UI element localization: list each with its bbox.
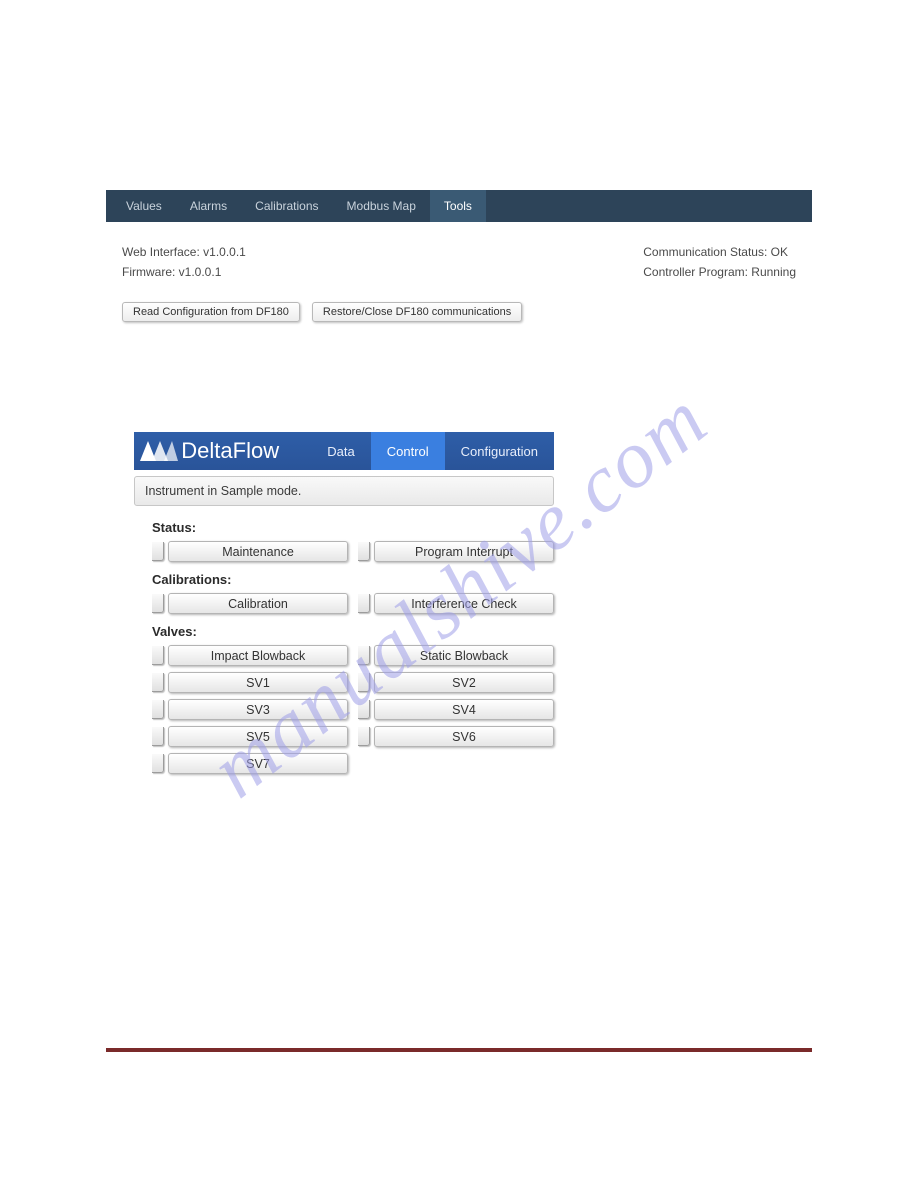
action-row: Read Configuration from DF180 Restore/Cl… bbox=[106, 302, 812, 322]
info-row: Web Interface: v1.0.0.1 Firmware: v1.0.0… bbox=[106, 242, 812, 282]
restore-close-button[interactable]: Restore/Close DF180 communications bbox=[312, 302, 522, 322]
sv4-button[interactable]: SV4 bbox=[374, 699, 554, 720]
section-status: Status: Maintenance Program Interrupt bbox=[134, 520, 554, 562]
sv6-button[interactable]: SV6 bbox=[374, 726, 554, 747]
firmware-version: Firmware: v1.0.0.1 bbox=[122, 262, 246, 282]
section-valves-title: Valves: bbox=[152, 624, 554, 639]
controller-program-status: Controller Program: Running bbox=[643, 262, 796, 282]
nav-calibrations[interactable]: Calibrations bbox=[241, 190, 332, 222]
indicator bbox=[152, 542, 164, 561]
sv3-button[interactable]: SV3 bbox=[168, 699, 348, 720]
communication-status: Communication Status: OK bbox=[643, 242, 796, 262]
indicator bbox=[358, 542, 370, 561]
indicator bbox=[358, 727, 370, 746]
sv7-button[interactable]: SV7 bbox=[168, 753, 348, 774]
indicator bbox=[358, 646, 370, 665]
nav-modbus-map[interactable]: Modbus Map bbox=[333, 190, 430, 222]
impact-blowback-button[interactable]: Impact Blowback bbox=[168, 645, 348, 666]
sv1-button[interactable]: SV1 bbox=[168, 672, 348, 693]
indicator bbox=[152, 594, 164, 613]
sv5-button[interactable]: SV5 bbox=[168, 726, 348, 747]
deltaflow-header: DeltaFlow Data Control Configuration bbox=[134, 432, 554, 470]
logo-icon bbox=[134, 432, 181, 470]
indicator bbox=[152, 700, 164, 719]
top-nav-bar: Values Alarms Calibrations Modbus Map To… bbox=[106, 190, 812, 222]
tab-control[interactable]: Control bbox=[371, 432, 445, 470]
indicator bbox=[358, 594, 370, 613]
section-calibrations-title: Calibrations: bbox=[152, 572, 554, 587]
static-blowback-button[interactable]: Static Blowback bbox=[374, 645, 554, 666]
interference-check-button[interactable]: Interference Check bbox=[374, 593, 554, 614]
tab-configuration[interactable]: Configuration bbox=[445, 432, 554, 470]
indicator bbox=[152, 673, 164, 692]
read-configuration-button[interactable]: Read Configuration from DF180 bbox=[122, 302, 300, 322]
indicator bbox=[358, 673, 370, 692]
maintenance-button[interactable]: Maintenance bbox=[168, 541, 348, 562]
calibration-button[interactable]: Calibration bbox=[168, 593, 348, 614]
indicator bbox=[358, 700, 370, 719]
web-interface-version: Web Interface: v1.0.0.1 bbox=[122, 242, 246, 262]
brand-title: DeltaFlow bbox=[181, 432, 311, 470]
indicator bbox=[152, 754, 164, 773]
program-interrupt-button[interactable]: Program Interrupt bbox=[374, 541, 554, 562]
tab-set: Data Control Configuration bbox=[311, 432, 554, 470]
deltaflow-panel: DeltaFlow Data Control Configuration Ins… bbox=[134, 432, 554, 774]
nav-alarms[interactable]: Alarms bbox=[176, 190, 241, 222]
section-status-title: Status: bbox=[152, 520, 554, 535]
nav-tools[interactable]: Tools bbox=[430, 190, 486, 222]
indicator bbox=[152, 727, 164, 746]
section-calibrations: Calibrations: Calibration Interference C… bbox=[134, 572, 554, 614]
instrument-status: Instrument in Sample mode. bbox=[134, 476, 554, 506]
sv2-button[interactable]: SV2 bbox=[374, 672, 554, 693]
footer-rule bbox=[106, 1048, 812, 1052]
tab-data[interactable]: Data bbox=[311, 432, 370, 470]
nav-values[interactable]: Values bbox=[112, 190, 176, 222]
indicator bbox=[152, 646, 164, 665]
section-valves: Valves: Impact Blowback Static Blowback … bbox=[134, 624, 554, 774]
tools-panel: Values Alarms Calibrations Modbus Map To… bbox=[106, 190, 812, 322]
